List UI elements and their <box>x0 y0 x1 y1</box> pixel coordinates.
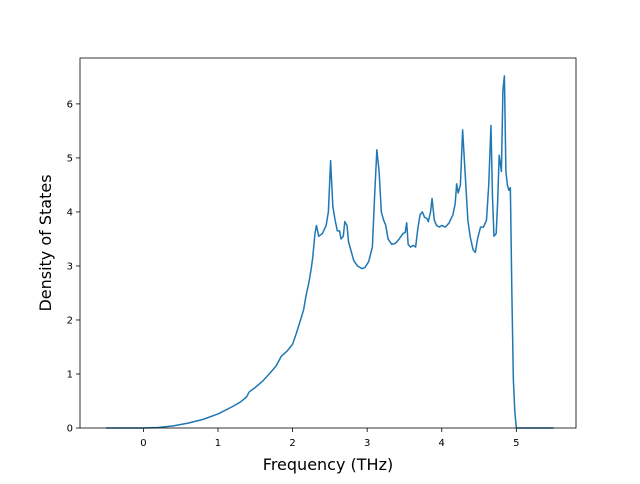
y-tick-label: 5 <box>67 153 73 164</box>
x-tick-label: 1 <box>215 438 221 449</box>
y-axis-title: Density of States <box>36 174 55 311</box>
y-tick-label: 2 <box>67 315 73 326</box>
y-tick-label: 4 <box>67 207 73 218</box>
dos-series-line <box>106 75 554 429</box>
y-tick-label: 6 <box>67 99 73 110</box>
y-tick-label: 3 <box>67 261 73 272</box>
x-tick-label: 5 <box>513 438 519 449</box>
plot-frame <box>79 57 577 429</box>
x-tick-label: 3 <box>364 438 370 449</box>
y-axis-ticks: 0 1 2 3 4 5 6 <box>67 99 80 435</box>
plot-area <box>80 58 576 428</box>
y-tick-label: 1 <box>67 369 73 380</box>
x-tick-label: 4 <box>439 438 445 449</box>
x-axis-ticks: 0 1 2 3 4 5 <box>140 428 520 449</box>
x-tick-label: 2 <box>289 438 295 449</box>
y-tick-label: 0 <box>67 424 73 435</box>
x-axis-title: Frequency (THz) <box>263 455 393 474</box>
x-tick-label: 0 <box>140 438 146 449</box>
series-layer <box>106 75 554 429</box>
